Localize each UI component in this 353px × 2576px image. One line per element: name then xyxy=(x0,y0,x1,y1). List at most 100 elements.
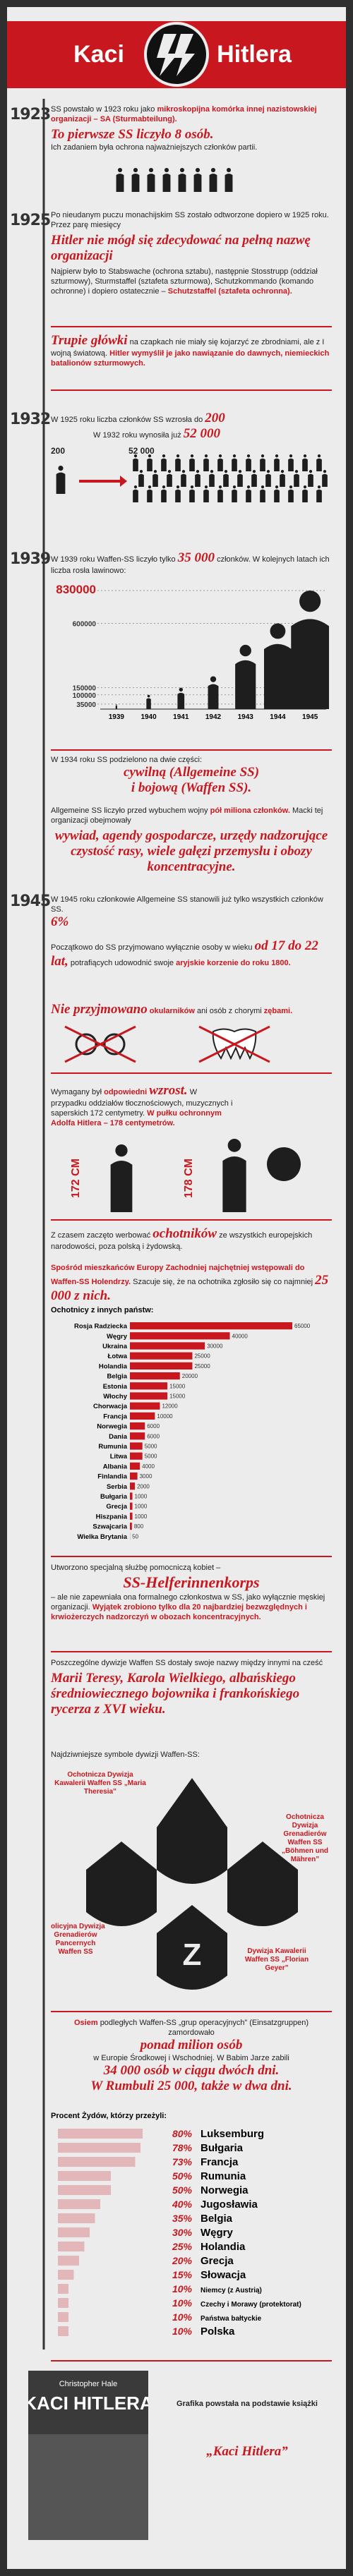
value-label: 10% xyxy=(172,2283,193,2294)
bar xyxy=(58,2129,143,2139)
category-label: Słowacja xyxy=(201,2269,246,2281)
value-label: 5000 xyxy=(145,1453,157,1460)
soldier-icon xyxy=(265,469,271,487)
bar xyxy=(58,2298,68,2308)
label-box: Ochotnicza Dywizja Kawalerii Waffen SS „… xyxy=(54,1771,146,1796)
value-label: 10% xyxy=(172,2297,193,2309)
text-block: Spośród mieszkańców Europy Zachodniej na… xyxy=(51,1263,332,1304)
category-label: Szwajcaria xyxy=(92,1523,127,1531)
soldier-icon xyxy=(294,469,299,487)
text-block: Wymagany był odpowiedni wzrost. W przypa… xyxy=(51,1083,234,1128)
bar xyxy=(58,2157,136,2167)
category-label: Węgry xyxy=(107,1333,128,1341)
soldier-icon xyxy=(138,469,144,487)
flag xyxy=(267,1147,301,1181)
text-block: Utworzono specjalną służbę pomocniczą ko… xyxy=(51,1563,332,1622)
height-label: 172 CM xyxy=(70,1159,82,1198)
text: W 1939 roku Waffen-SS liczyło tylko xyxy=(51,555,176,564)
text-block: Allgemeine SS liczyło przed wybuchem woj… xyxy=(51,806,332,875)
soldier-icon xyxy=(161,485,167,502)
number: 25 000 z nich. xyxy=(51,1273,329,1303)
text-emph: Osiem xyxy=(73,2019,98,2027)
text: Szacuje się, że na ochotnika zgłosiło si… xyxy=(133,1278,313,1286)
soldier-mark xyxy=(291,591,330,709)
soldier-icon xyxy=(189,454,195,471)
text-block: Nie przyjmowano okularników ani osób z c… xyxy=(51,1002,332,1017)
separator xyxy=(51,1219,332,1221)
y-tick-label: 830000 xyxy=(56,583,96,596)
text-emph: Spośród mieszkańców Europy Zachodniej na… xyxy=(51,1264,305,1286)
survivors-chart: Procent Żydów, którzy przeżyli: 80% Luksem… xyxy=(51,2111,301,2338)
soldier-icon xyxy=(322,469,328,487)
category-label: Bułgaria xyxy=(100,1493,128,1501)
value-label: 10% xyxy=(172,2326,193,2337)
text: W 1934 roku SS podzielono na dwie części… xyxy=(51,756,203,764)
bar xyxy=(58,2227,90,2237)
soldier-icon xyxy=(147,167,155,192)
cover-photo xyxy=(28,2434,148,2540)
y-tick-label: 35000 xyxy=(76,701,96,709)
category-label: Belgia xyxy=(201,2213,233,2225)
category-label: Rosja Radziecka xyxy=(74,1323,128,1331)
text: ani osób z chorymi xyxy=(197,1007,262,1015)
text-emph: aryjskie korzenie do roku 1800. xyxy=(176,959,291,967)
headline: 34 000 osób w ciągu dwóch dni. xyxy=(103,2063,280,2078)
bar xyxy=(130,1402,160,1410)
value-label: 15% xyxy=(172,2269,193,2280)
soldier-icon xyxy=(237,469,243,487)
soldier-mark xyxy=(208,676,219,709)
category-label: Belgia xyxy=(107,1373,127,1381)
category-label: Łotwa xyxy=(108,1353,128,1360)
text: członków. W kolejnych latach ich liczba … xyxy=(51,555,330,575)
category-label: Francja xyxy=(201,2156,239,2168)
soldier-mark xyxy=(235,644,256,709)
book-cover: Christopher Hale KACI HITLERA xyxy=(28,2371,148,2540)
soldier-icon xyxy=(316,454,322,471)
category-label: Hiszpania xyxy=(96,1513,128,1520)
text-block: W 1925 roku liczba członków SS wzrosła d… xyxy=(51,411,332,442)
arrow xyxy=(79,476,127,487)
soldier-icon xyxy=(147,485,152,502)
soldier-icon xyxy=(133,485,138,502)
soldier-icon xyxy=(225,168,233,192)
text: potrafiących udowodnić swoje xyxy=(70,959,174,967)
category-label: Holandia xyxy=(99,1362,128,1370)
bar xyxy=(130,1362,193,1369)
text: SS powstało w 1923 roku jako xyxy=(51,105,155,114)
bar xyxy=(130,1392,168,1400)
headline: Trupie główki xyxy=(51,333,128,348)
soldier-icon xyxy=(181,469,186,487)
chart-title: Ochotnicy z innych państw: xyxy=(51,1306,153,1314)
bar xyxy=(130,1342,205,1350)
soldier-icon xyxy=(222,1139,246,1212)
soldier-icon xyxy=(116,168,124,192)
category-label: Holandia xyxy=(201,2241,246,2253)
book-author: Christopher Hale xyxy=(59,2380,118,2388)
text: Macki tej organizacji obejmowały xyxy=(51,806,323,825)
bar xyxy=(58,2199,100,2209)
value-label: 50 xyxy=(132,1533,138,1540)
text: ze wszystkich europejskich narodowości, … xyxy=(51,1231,313,1251)
bar xyxy=(130,1512,133,1520)
text: Poszczególne dywizje Waffen SS dostały s… xyxy=(51,1659,323,1667)
separator xyxy=(51,2360,332,2362)
bar xyxy=(58,2242,85,2251)
value-label: 30% xyxy=(172,2227,193,2238)
value-label: 1000 xyxy=(135,1494,148,1500)
soldier-icon xyxy=(246,485,251,502)
text: Początkowo do SS przyjmowano wyłącznie o… xyxy=(51,943,223,952)
bar xyxy=(130,1482,136,1490)
category-label: Serbia xyxy=(107,1483,128,1491)
text: Najpierw było to Stabswache (ochrona szt… xyxy=(51,267,318,296)
value-label: 1000 xyxy=(135,1513,148,1520)
category-label: Bułgaria xyxy=(201,2142,244,2154)
category-label: Węgry xyxy=(201,2227,234,2239)
value-label: 78% xyxy=(172,2142,193,2153)
bar xyxy=(130,1422,145,1430)
category-label: Albania xyxy=(103,1463,128,1470)
x-tick-label: 1941 xyxy=(173,713,189,721)
soldier-mark xyxy=(177,687,185,709)
text-emph: odpowiedni xyxy=(104,1088,148,1096)
soldier-icon xyxy=(189,485,195,502)
text: W 1925 roku liczba członków SS wzrosła d… xyxy=(51,416,203,424)
